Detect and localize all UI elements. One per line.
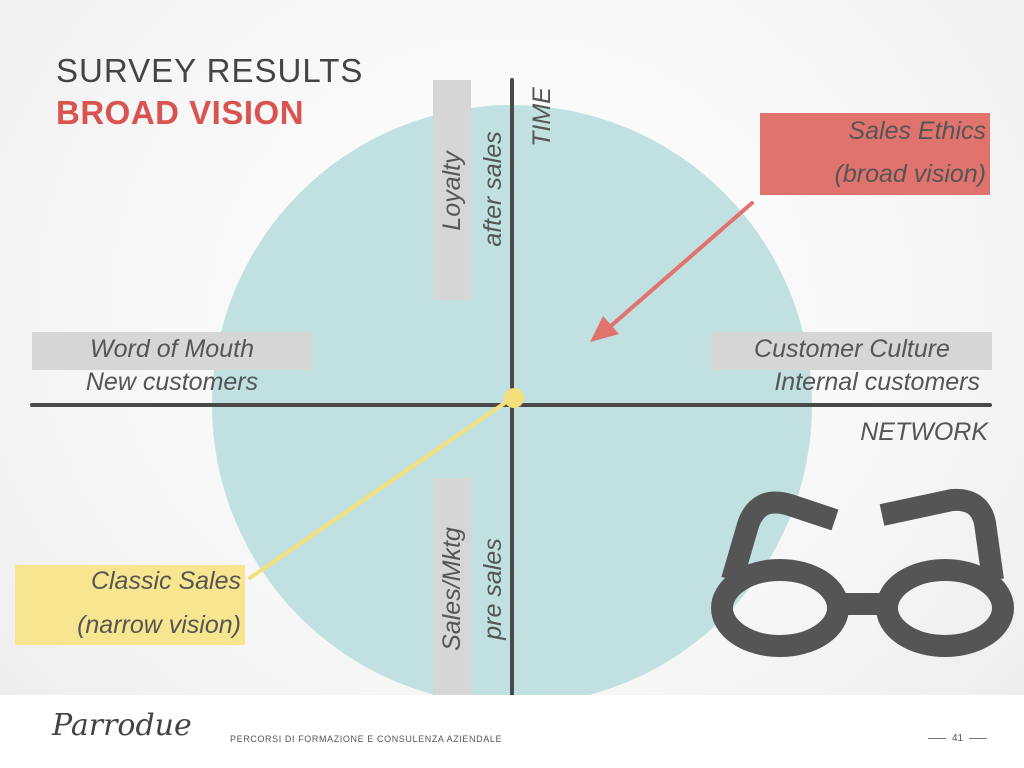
classic-sales-box [15, 565, 245, 645]
classic-sales-line2: (narrow vision) [77, 611, 241, 639]
classic-sales-line1: Classic Sales [90, 567, 241, 595]
slide-subtitle: BROAD VISION [56, 94, 305, 131]
sales-ethics-box [760, 113, 990, 195]
word-of-mouth-box [32, 332, 312, 370]
internal-customers-label: Internal customers [774, 368, 980, 396]
page-number: 41 [952, 733, 964, 744]
new-customers-label: New customers [85, 368, 259, 396]
footer-bar [0, 695, 1024, 768]
sales-mktg-box [433, 478, 471, 700]
page-dash-right [969, 737, 988, 739]
page-dash-left [928, 737, 946, 739]
sales-ethics-line2: (broad vision) [834, 160, 986, 188]
arrow-icon [590, 201, 754, 342]
footer-tagline: PERCORSI DI FORMAZIONE E CONSULENZA AZIE… [230, 734, 503, 744]
customer-culture-box [712, 332, 992, 370]
slide-title: SURVEY RESULTS [56, 52, 364, 89]
network-label: NETWORK [860, 418, 988, 446]
after-sales-label: after sales [479, 131, 507, 247]
brand-logo: Parrodue [52, 708, 192, 743]
classic-sales-pointer [248, 396, 514, 580]
loyalty-label: Loyalty [438, 151, 466, 231]
page-number-container: 41 [922, 733, 993, 744]
customer-culture-label: Customer Culture [754, 335, 950, 363]
sales-ethics-line1: Sales Ethics [848, 117, 986, 145]
loyalty-box [433, 80, 471, 300]
glasses-icon [711, 488, 1014, 657]
center-dot [504, 388, 524, 408]
word-of-mouth-label: Word of Mouth [90, 335, 254, 363]
pre-sales-label: pre sales [479, 538, 507, 640]
time-label: TIME [528, 87, 556, 147]
sales-mktg-label: Sales/Mktg [438, 527, 466, 651]
